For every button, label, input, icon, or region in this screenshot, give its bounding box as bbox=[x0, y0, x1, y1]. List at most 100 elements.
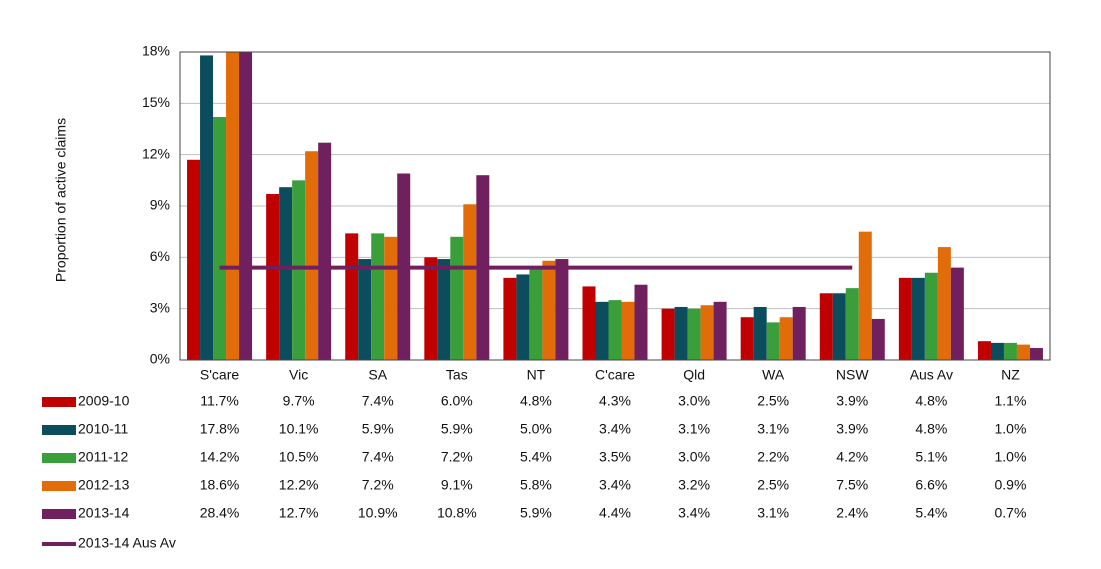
y-tick-label: 9% bbox=[150, 197, 170, 213]
table-value: 3.2% bbox=[678, 477, 710, 493]
table-value: 2.5% bbox=[757, 477, 789, 493]
table-value: 9.1% bbox=[441, 477, 473, 493]
bar bbox=[384, 236, 398, 360]
bar bbox=[674, 306, 688, 360]
table-value: 7.2% bbox=[441, 449, 473, 465]
bar bbox=[792, 306, 806, 360]
table-value: 4.2% bbox=[836, 449, 868, 465]
table-value: 7.5% bbox=[836, 477, 868, 493]
x-tick-label: Tas bbox=[446, 367, 468, 383]
table-value: 2.5% bbox=[757, 393, 789, 409]
table-value: 10.8% bbox=[437, 505, 477, 521]
bar bbox=[924, 272, 938, 360]
table-value: 7.4% bbox=[362, 449, 394, 465]
bar bbox=[766, 322, 780, 360]
table-value: 1.1% bbox=[994, 393, 1026, 409]
bar bbox=[200, 55, 214, 360]
table-value: 18.6% bbox=[200, 477, 240, 493]
table-value: 5.9% bbox=[362, 421, 394, 437]
bar bbox=[753, 306, 767, 360]
legend-label: 2013-14 bbox=[78, 505, 130, 521]
table-value: 7.4% bbox=[362, 393, 394, 409]
table-value: 0.7% bbox=[994, 505, 1026, 521]
bar bbox=[871, 318, 885, 360]
table-value: 4.8% bbox=[915, 393, 947, 409]
legend-swatch bbox=[42, 425, 76, 435]
bar bbox=[608, 300, 622, 360]
bar bbox=[819, 293, 833, 360]
bar bbox=[266, 194, 280, 360]
table-value: 3.4% bbox=[678, 505, 710, 521]
table-value: 3.1% bbox=[757, 505, 789, 521]
legend-swatch bbox=[42, 453, 76, 463]
bar bbox=[503, 277, 517, 360]
bar bbox=[187, 159, 201, 360]
bar bbox=[595, 301, 609, 360]
table-value: 2.2% bbox=[757, 449, 789, 465]
table-value: 6.0% bbox=[441, 393, 473, 409]
legend-label: 2010-11 bbox=[78, 421, 129, 437]
table-value: 3.5% bbox=[599, 449, 631, 465]
legend-label: 2009-10 bbox=[78, 393, 130, 409]
bar bbox=[621, 301, 635, 360]
x-tick-label: Aus Av bbox=[910, 367, 953, 383]
table-value: 1.0% bbox=[994, 421, 1026, 437]
bar bbox=[1029, 348, 1043, 360]
bar bbox=[661, 308, 675, 360]
table-value: 5.4% bbox=[915, 505, 947, 521]
bar bbox=[779, 317, 793, 360]
bar bbox=[292, 180, 306, 360]
x-tick-label: NT bbox=[527, 367, 546, 383]
x-tick-label: C'care bbox=[595, 367, 635, 383]
table-value: 9.7% bbox=[283, 393, 315, 409]
table-value: 12.7% bbox=[279, 505, 319, 521]
bar bbox=[463, 204, 477, 360]
y-tick-label: 0% bbox=[150, 351, 170, 367]
bar bbox=[990, 342, 1004, 360]
bar bbox=[950, 267, 964, 360]
x-tick-label: WA bbox=[762, 367, 785, 383]
bar bbox=[358, 259, 372, 360]
y-tick-label: 3% bbox=[150, 299, 170, 315]
table-value: 5.9% bbox=[441, 421, 473, 437]
legend-swatch bbox=[42, 509, 76, 519]
y-tick-label: 12% bbox=[142, 145, 170, 161]
bar bbox=[239, 52, 253, 360]
table-value: 5.4% bbox=[520, 449, 552, 465]
table-value: 0.9% bbox=[994, 477, 1026, 493]
table-value: 5.1% bbox=[915, 449, 947, 465]
bar bbox=[634, 284, 648, 360]
bar bbox=[937, 247, 951, 360]
table-value: 4.8% bbox=[915, 421, 947, 437]
table-value: 5.8% bbox=[520, 477, 552, 493]
table-value: 3.9% bbox=[836, 393, 868, 409]
bar bbox=[740, 317, 754, 360]
x-tick-label: S'care bbox=[200, 367, 239, 383]
bar bbox=[516, 274, 530, 360]
legend-label: 2013-14 Aus Av bbox=[78, 535, 176, 551]
bar bbox=[858, 231, 872, 360]
bar bbox=[1003, 342, 1017, 360]
bar bbox=[424, 257, 438, 360]
bar bbox=[911, 277, 925, 360]
labels: 0% 3% 6% 9% 12% 15% 18% S'care Vic SA Tas NT C'care Q… bbox=[42, 43, 1026, 551]
bar bbox=[687, 308, 701, 360]
legend-swatch bbox=[42, 397, 76, 407]
bar bbox=[318, 142, 332, 360]
bar bbox=[226, 52, 240, 360]
y-tick-label: 18% bbox=[142, 43, 170, 59]
bar bbox=[437, 259, 451, 360]
bar bbox=[213, 117, 227, 360]
x-tick-label: NSW bbox=[836, 367, 869, 383]
bar bbox=[1016, 344, 1030, 360]
table-value: 3.1% bbox=[678, 421, 710, 437]
table-value: 1.0% bbox=[994, 449, 1026, 465]
table-value: 5.9% bbox=[520, 505, 552, 521]
x-tick-label: NZ bbox=[1001, 367, 1020, 383]
table-value: 11.7% bbox=[200, 393, 239, 409]
y-tick-label: 6% bbox=[150, 248, 170, 264]
bar bbox=[582, 286, 596, 360]
bars bbox=[187, 52, 1043, 360]
table-value: 3.0% bbox=[678, 393, 710, 409]
bar bbox=[700, 305, 714, 360]
